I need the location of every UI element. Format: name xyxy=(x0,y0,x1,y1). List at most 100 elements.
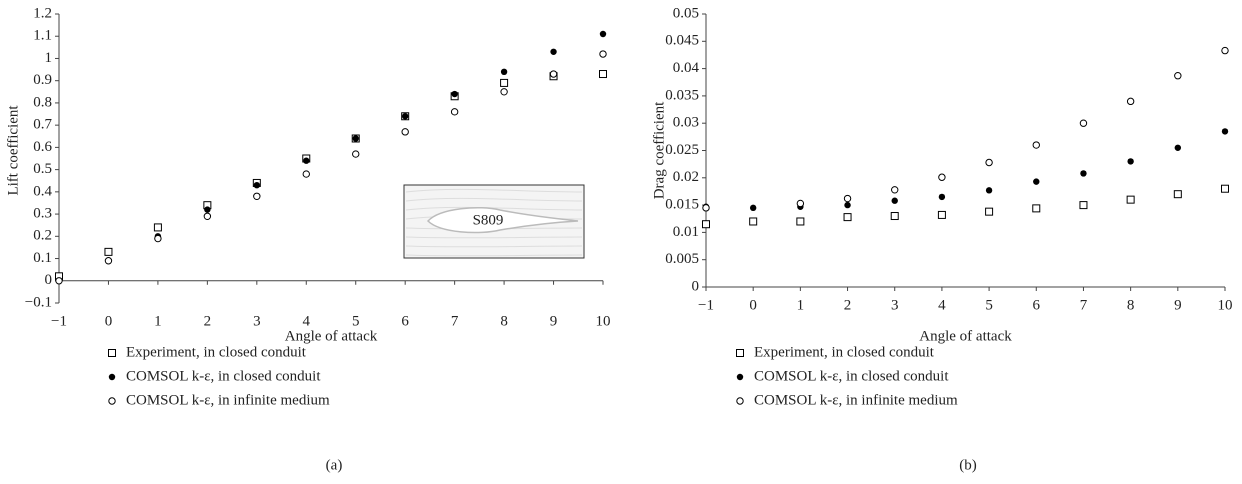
marker-open xyxy=(843,194,852,203)
y-tick-label: 0.5 xyxy=(33,161,52,177)
marker-square xyxy=(890,212,899,221)
marker-open xyxy=(938,173,946,181)
marker-filled xyxy=(938,193,946,201)
marker-square xyxy=(736,349,744,357)
y-tick-label: 0.035 xyxy=(665,87,699,103)
x-tick-label: −1 xyxy=(51,313,67,329)
marker-filled xyxy=(891,197,898,204)
chart-panel: −0.1 0 0.1 0.2 0.3 0.4 0.5 0.6 0.7 0.8 0.9 1 1.1 1.2 −… xyxy=(5,5,610,473)
x-tick-label: 2 xyxy=(844,297,852,313)
legend-item: Experiment, in closed conduit xyxy=(108,344,307,360)
marker-open xyxy=(450,108,459,116)
y-tick-label: 0.7 xyxy=(33,117,52,133)
marker-square xyxy=(796,217,805,226)
marker-filled xyxy=(1174,144,1182,151)
y-tick-label: 0.025 xyxy=(665,142,699,158)
x-tick-label: 3 xyxy=(891,297,899,313)
x-tick-label: 8 xyxy=(1127,297,1135,313)
x-tick-label: 2 xyxy=(204,313,212,329)
marker-filled xyxy=(108,373,116,381)
marker-filled xyxy=(401,113,409,120)
marker-square xyxy=(1221,184,1229,193)
y-tick-label: 0.05 xyxy=(673,5,699,21)
x-tick-label: 6 xyxy=(401,313,409,329)
x-tick-label: 1 xyxy=(797,297,805,313)
x-tick-label: 4 xyxy=(303,313,311,329)
marker-open xyxy=(1032,141,1040,149)
flow-line xyxy=(405,236,583,239)
x-tick-label: 8 xyxy=(500,313,508,329)
y-tick-label: 0.04 xyxy=(673,60,700,76)
x-tick-label: 7 xyxy=(1080,297,1088,313)
x-tick-label: 9 xyxy=(550,313,558,329)
marker-square xyxy=(1173,190,1182,199)
marker-square xyxy=(749,217,758,226)
marker-open xyxy=(702,204,710,212)
x-tick-label: 7 xyxy=(451,313,459,329)
marker-filled xyxy=(599,30,607,38)
y-tick-label: 0.045 xyxy=(665,33,699,49)
flow-line xyxy=(405,254,583,257)
marker-square xyxy=(843,213,852,222)
y-tick-label: 0.8 xyxy=(33,94,52,110)
marker-square xyxy=(1126,195,1135,204)
legend-label: Experiment, in closed conduit xyxy=(754,344,935,360)
marker-open xyxy=(1079,119,1088,127)
panel-label: (b) xyxy=(959,457,977,473)
legend-item: COMSOL k-ε, in closed conduit xyxy=(108,368,321,384)
x-tick-label: 4 xyxy=(938,297,946,313)
x-tick-label: 9 xyxy=(1174,297,1182,313)
marker-square xyxy=(1079,201,1088,210)
marker-square xyxy=(985,207,994,216)
marker-square xyxy=(1032,204,1041,213)
legend-item: COMSOL k-ε, in closed conduit xyxy=(736,368,949,384)
x-tick-label: 0 xyxy=(749,297,757,313)
marker-open xyxy=(302,170,310,178)
marker-filled xyxy=(253,181,261,189)
marker-open xyxy=(985,158,993,167)
y-axis-title: Lift coefficient xyxy=(5,105,21,196)
legend-label: COMSOL k-ε, in infinite medium xyxy=(126,392,330,408)
legend-label: Experiment, in closed conduit xyxy=(126,344,307,360)
x-tick-label: 5 xyxy=(985,297,993,313)
marker-open xyxy=(154,234,162,243)
marker-open xyxy=(1221,46,1229,55)
y-tick-label: −0.1 xyxy=(25,294,52,310)
legend-item: Experiment, in closed conduit xyxy=(736,344,935,360)
marker-square xyxy=(937,210,946,219)
flow-line xyxy=(405,245,583,248)
y-tick-label: 0.03 xyxy=(673,115,699,131)
inset: S809 xyxy=(403,184,585,259)
chart-panel: 0 0.005 0.01 0.015 0.02 0.025 0.03 0.035 0.04 0.0… xyxy=(651,5,1232,473)
x-axis-title: Angle of attack xyxy=(285,328,378,344)
x-tick-label: 10 xyxy=(1218,297,1233,313)
marker-open xyxy=(599,50,607,58)
x-tick-label: 3 xyxy=(253,313,261,329)
marker-square xyxy=(153,223,162,232)
x-axis-title: Angle of attack xyxy=(919,328,1012,344)
y-tick-label: 0.6 xyxy=(33,139,52,155)
marker-square xyxy=(599,70,607,79)
x-tick-label: 0 xyxy=(105,313,113,329)
y-tick-label: 1.1 xyxy=(33,28,52,44)
legend-label: COMSOL k-ε, in closed conduit xyxy=(126,368,321,384)
marker-open xyxy=(203,212,212,221)
y-tick-label: 0.1 xyxy=(33,250,52,266)
y-tick-label: 0.005 xyxy=(665,251,699,267)
legend-item: COMSOL k-ε, in infinite medium xyxy=(108,392,330,408)
inset-label: S809 xyxy=(473,212,504,228)
x-tick-label: −1 xyxy=(698,297,714,313)
marker-open xyxy=(1126,97,1135,106)
marker-filled xyxy=(204,206,211,213)
legend-label: COMSOL k-ε, in closed conduit xyxy=(754,368,949,384)
marker-open xyxy=(796,199,805,208)
marker-square xyxy=(702,220,710,229)
y-tick-label: 0 xyxy=(692,278,700,294)
x-tick-label: 5 xyxy=(352,313,360,329)
panel-label: (a) xyxy=(326,457,343,473)
x-tick-label: 6 xyxy=(1033,297,1041,313)
airfoil xyxy=(426,206,579,234)
marker-filled xyxy=(749,204,757,212)
marker-filled xyxy=(736,373,744,381)
marker-open xyxy=(55,277,63,285)
